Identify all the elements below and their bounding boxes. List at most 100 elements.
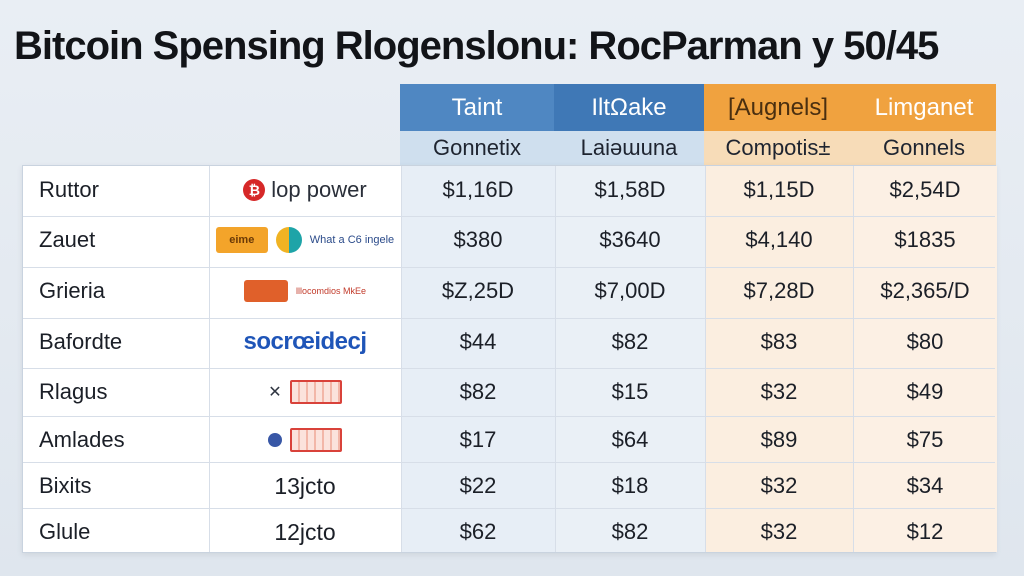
- orange-logo-icon: [243, 280, 288, 302]
- value-cell: $22: [459, 473, 497, 498]
- row-divider: [23, 267, 995, 268]
- bitcoin-icon: ₿: [243, 179, 266, 201]
- dot-icon: [268, 433, 282, 447]
- row-divider: [23, 318, 995, 319]
- row-divider: [23, 368, 995, 369]
- row-brand-cell: lllocomdios MkEe: [209, 267, 401, 315]
- table-row: Glule 12jcto $62 $82 $32 $12: [23, 508, 995, 556]
- value-cell: $1,58D: [594, 177, 666, 202]
- value-cell: $32: [760, 379, 798, 404]
- red-grid-logo-icon: [290, 428, 342, 452]
- column-tint: [555, 166, 705, 552]
- value-cell: $7,00D: [594, 278, 666, 303]
- value-cell: $89: [760, 427, 798, 452]
- round-logo-icon: [275, 227, 302, 253]
- value-cell: $83: [760, 329, 798, 354]
- row-brand-cell: eime What a C6 ingele: [209, 216, 401, 264]
- brand-label: 12jcto: [274, 518, 336, 545]
- column-divider: [555, 166, 556, 552]
- value-cell: $2,365/D: [880, 278, 970, 303]
- value-cell: $80: [906, 329, 944, 354]
- column-header-1: Taint: [400, 84, 554, 131]
- red-grid-logo-icon: [289, 380, 342, 404]
- row-name: Zauet: [39, 227, 96, 252]
- brand-label: lop power: [271, 177, 367, 202]
- column-tint: [401, 166, 555, 552]
- column-divider: [401, 166, 402, 552]
- column-subheader-3: Compotis±: [704, 131, 852, 165]
- row-name: Glule: [39, 519, 91, 544]
- row-divider: [23, 216, 995, 217]
- row-name: Grieria: [39, 278, 106, 303]
- column-subheader-1: Gonnetix: [400, 131, 554, 165]
- column-subheader-4: Gonnels: [852, 131, 996, 165]
- row-name: Bafordte: [39, 329, 123, 354]
- cross-icon: ✕: [268, 384, 282, 401]
- column-divider: [705, 166, 706, 552]
- value-cell: $32: [760, 473, 798, 498]
- value-cell: $49: [906, 379, 944, 404]
- value-cell: $32: [760, 519, 798, 544]
- value-cell: $3640: [599, 227, 661, 252]
- value-cell: $17: [459, 427, 497, 452]
- value-cell: $380: [453, 227, 503, 252]
- value-cell: $1835: [894, 227, 956, 252]
- value-cell: $1,16D: [442, 177, 514, 202]
- brand-label: What a C6 ingele: [309, 234, 395, 246]
- brand-wordmark: socrœidecj: [243, 328, 367, 355]
- value-cell: $12: [906, 519, 944, 544]
- value-cell: $15: [611, 379, 649, 404]
- table-row: Ruttor ₿ lop power $1,16D $1,58D $1,15D $2,54D: [23, 166, 995, 214]
- value-cell: $82: [611, 519, 649, 544]
- column-header-3: [Augnels]: [704, 84, 852, 131]
- data-table: Ruttor ₿ lop power $1,16D $1,58D $1,15D $2,54D…: [22, 165, 997, 556]
- table-row: Zauet eime What a C6 ingele $380 $3640 $4,140…: [23, 216, 995, 264]
- table-row: Bafordte socrœidecj $44 $82 $83 $80: [23, 318, 995, 366]
- row-brand-cell: [209, 416, 401, 464]
- column-tint: [705, 166, 853, 552]
- column-tint: [853, 166, 997, 552]
- brand-logo-group: [268, 428, 342, 452]
- value-cell: $7,28D: [743, 278, 815, 303]
- column-divider: [209, 166, 210, 552]
- column-subheader-2: Laiəɯuna: [554, 131, 704, 165]
- column-header-2: IltΩake: [554, 84, 704, 131]
- table-row: Grieria lllocomdios MkEe $Z,25D $7,00D $7,28…: [23, 267, 995, 315]
- value-cell: $44: [459, 329, 497, 354]
- row-brand-cell: ₿ lop power: [209, 166, 401, 214]
- row-brand-cell: ✕: [209, 368, 401, 416]
- value-cell: $82: [459, 379, 497, 404]
- row-divider: [23, 508, 995, 509]
- table-row: Bixits 13jcto $22 $18 $32 $34: [23, 462, 995, 510]
- bitcoin-brand: ₿ lop power: [243, 177, 367, 203]
- brand-label: lllocomdios MkEe: [295, 286, 367, 296]
- row-brand-cell: socrœidecj: [209, 318, 401, 366]
- brand-label: 13jcto: [274, 472, 336, 499]
- row-name: Rlagus: [39, 379, 108, 404]
- value-cell: $1,15D: [743, 177, 815, 202]
- column-header-4: Limganet: [852, 84, 996, 131]
- value-cell: $34: [906, 473, 944, 498]
- value-cell: $4,140: [745, 227, 813, 252]
- value-cell: $Z,25D: [441, 278, 515, 303]
- brand-logo-group: lllocomdios MkEe: [243, 280, 367, 302]
- value-cell: $64: [611, 427, 649, 452]
- column-divider: [853, 166, 854, 552]
- brand-logo-group: eime What a C6 ingele: [215, 227, 395, 253]
- value-cell: $2,54D: [889, 177, 961, 202]
- amazon-logo-icon: eime: [215, 227, 268, 253]
- row-divider: [23, 462, 995, 463]
- page-title: Bitcoin Spensing Rlogenslonu: RocParman …: [14, 24, 939, 68]
- row-name: Ruttor: [39, 177, 99, 202]
- row-name: Bixits: [39, 473, 92, 498]
- table-row: Amlades $17 $64 $89 $75: [23, 416, 995, 464]
- value-cell: $18: [611, 473, 649, 498]
- row-brand-cell: 12jcto: [209, 508, 401, 556]
- value-cell: $82: [611, 329, 649, 354]
- row-divider: [23, 416, 995, 417]
- value-cell: $75: [906, 427, 944, 452]
- brand-logo-group: ✕: [268, 380, 342, 404]
- row-brand-cell: 13jcto: [209, 462, 401, 510]
- row-name: Amlades: [39, 427, 125, 452]
- value-cell: $62: [459, 519, 497, 544]
